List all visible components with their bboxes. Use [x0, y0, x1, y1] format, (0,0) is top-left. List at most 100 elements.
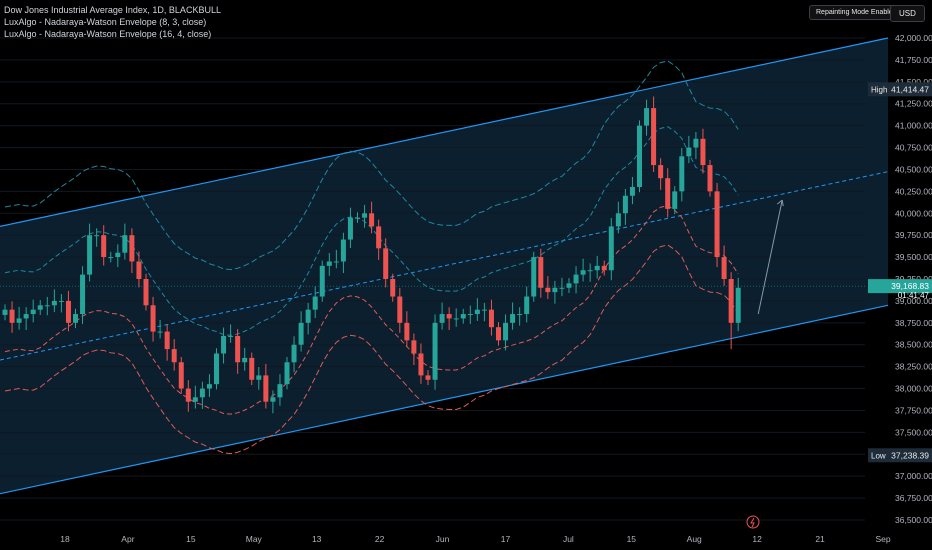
candle[interactable] [679, 156, 685, 192]
candle[interactable] [608, 226, 614, 271]
candle[interactable] [129, 235, 135, 262]
channel-upper-line[interactable] [0, 37, 889, 228]
candle[interactable] [601, 265, 607, 271]
candle[interactable] [559, 287, 565, 289]
candle[interactable] [707, 165, 713, 192]
candle[interactable] [305, 309, 311, 323]
candle[interactable] [439, 314, 445, 323]
channel-lower-line[interactable] [0, 304, 889, 495]
candle[interactable] [242, 357, 248, 363]
candle[interactable] [319, 265, 325, 297]
lightning-icon[interactable] [746, 515, 760, 529]
indicator-label-2[interactable]: LuxAlgo - Nadaraya-Watson Envelope (16, … [4, 29, 212, 39]
candle[interactable] [594, 265, 600, 271]
candle[interactable] [214, 353, 219, 385]
candle[interactable] [150, 305, 156, 332]
candle[interactable] [467, 314, 473, 316]
candle[interactable] [580, 270, 586, 275]
candle[interactable] [545, 287, 551, 293]
candle[interactable] [80, 274, 86, 315]
candle[interactable] [622, 195, 628, 214]
candle[interactable] [538, 257, 544, 288]
candle[interactable] [425, 375, 431, 380]
candle[interactable] [263, 375, 269, 402]
candle[interactable] [637, 125, 642, 187]
candle[interactable] [136, 261, 142, 279]
candle[interactable] [411, 340, 417, 354]
candle[interactable] [37, 305, 43, 310]
candle[interactable] [108, 257, 114, 259]
candle[interactable] [2, 309, 8, 315]
currency-button[interactable]: USD [890, 5, 925, 22]
candle[interactable] [460, 314, 466, 319]
candle[interactable] [192, 397, 198, 402]
candle[interactable] [30, 309, 36, 315]
candle[interactable] [665, 178, 671, 209]
candle[interactable] [270, 397, 276, 402]
candle[interactable] [44, 305, 50, 307]
candle[interactable] [185, 388, 191, 402]
candle[interactable] [629, 186, 635, 196]
candle[interactable] [115, 252, 121, 258]
candle[interactable] [573, 274, 579, 284]
candle[interactable] [566, 283, 572, 288]
candle[interactable] [333, 261, 339, 263]
candle[interactable] [122, 235, 128, 253]
candle[interactable] [355, 217, 360, 219]
candle[interactable] [235, 335, 241, 363]
candle[interactable] [362, 213, 368, 218]
candle[interactable] [714, 191, 720, 258]
candle[interactable] [453, 318, 459, 320]
candle[interactable] [291, 344, 297, 363]
candle[interactable] [432, 322, 438, 380]
candle[interactable] [347, 217, 353, 240]
candle[interactable] [277, 384, 283, 398]
candle[interactable] [488, 309, 494, 328]
candle[interactable] [369, 213, 375, 227]
candle[interactable] [101, 235, 107, 258]
candle[interactable] [376, 226, 382, 249]
candle[interactable] [496, 327, 501, 341]
indicator-label-1[interactable]: LuxAlgo - Nadaraya-Watson Envelope (8, 3… [4, 17, 207, 27]
candle[interactable] [199, 388, 205, 398]
candle[interactable] [94, 235, 100, 237]
candle[interactable] [686, 147, 692, 157]
candle[interactable] [693, 138, 699, 148]
projection-arrow[interactable] [757, 200, 783, 315]
candle[interactable] [390, 279, 396, 297]
candle[interactable] [221, 335, 227, 354]
candle[interactable] [510, 314, 516, 323]
candle[interactable] [171, 349, 177, 363]
candle[interactable] [524, 296, 530, 315]
candle[interactable] [284, 362, 290, 385]
candle[interactable] [65, 300, 71, 323]
candle[interactable] [587, 270, 593, 272]
candle[interactable] [383, 248, 389, 279]
candle[interactable] [58, 300, 64, 302]
candle[interactable] [658, 165, 664, 179]
candle[interactable] [157, 331, 163, 333]
candle[interactable] [256, 375, 262, 380]
candle[interactable] [73, 314, 78, 323]
candle[interactable] [517, 314, 523, 316]
candle[interactable] [418, 353, 424, 376]
candle[interactable] [700, 138, 706, 166]
candle[interactable] [672, 191, 678, 209]
candle[interactable] [735, 287, 741, 323]
candle[interactable] [446, 314, 452, 319]
candle[interactable] [404, 322, 410, 341]
candle[interactable] [228, 335, 234, 337]
candle[interactable] [474, 309, 480, 315]
candle[interactable] [531, 257, 537, 297]
candle[interactable] [503, 322, 509, 341]
candle[interactable] [16, 318, 22, 323]
candle[interactable] [644, 108, 650, 126]
candle[interactable] [312, 296, 318, 310]
candle[interactable] [23, 314, 29, 319]
candle[interactable] [340, 239, 346, 262]
candle[interactable] [651, 108, 657, 166]
candle[interactable] [552, 287, 558, 293]
candle[interactable] [249, 357, 255, 380]
candle[interactable] [206, 384, 212, 389]
